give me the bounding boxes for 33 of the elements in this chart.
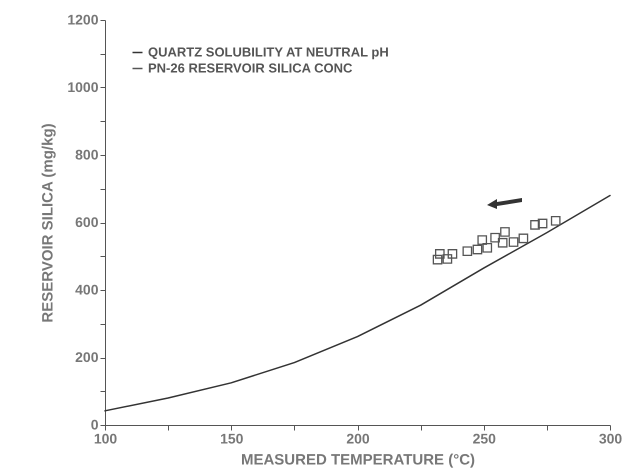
point — [530, 220, 540, 230]
x-axis-title: MEASURED TEMPERATURE (°C) — [240, 452, 476, 468]
point — [508, 237, 518, 247]
point — [490, 232, 500, 243]
y-tick-label: 0 — [90, 416, 99, 432]
y-axis-title: RESERVOIR SILICA (mg/kg) — [39, 123, 56, 323]
point — [448, 249, 458, 259]
y-tick-label: 1000 — [67, 79, 99, 95]
y-tick-label: 1200 — [67, 12, 99, 28]
x-tick-label: 200 — [346, 430, 370, 446]
point — [538, 218, 548, 228]
legend-label: PN-26 RESERVOIR SILICA CONC — [148, 60, 354, 76]
point — [477, 235, 488, 245]
point — [462, 246, 472, 256]
x-tick-label: 100 — [94, 430, 118, 446]
x-tick-label: 250 — [472, 430, 496, 446]
point — [550, 216, 561, 226]
point — [482, 242, 492, 253]
y-tick-label: 800 — [75, 146, 99, 162]
point — [432, 254, 442, 264]
point — [498, 238, 508, 248]
line-series — [104, 194, 611, 412]
y-tick-label: 200 — [75, 349, 99, 365]
point — [472, 244, 482, 254]
y-tick-label: 600 — [75, 214, 99, 230]
x-tick-label: 300 — [598, 430, 622, 446]
point — [500, 227, 510, 237]
legend-label: QUARTZ SOLUBILITY AT NEUTRAL pH — [148, 44, 389, 60]
x-tick-label: 150 — [220, 430, 244, 446]
y-tick-label: 400 — [75, 282, 99, 298]
point — [442, 254, 452, 264]
point — [518, 234, 528, 244]
point — [434, 249, 445, 259]
